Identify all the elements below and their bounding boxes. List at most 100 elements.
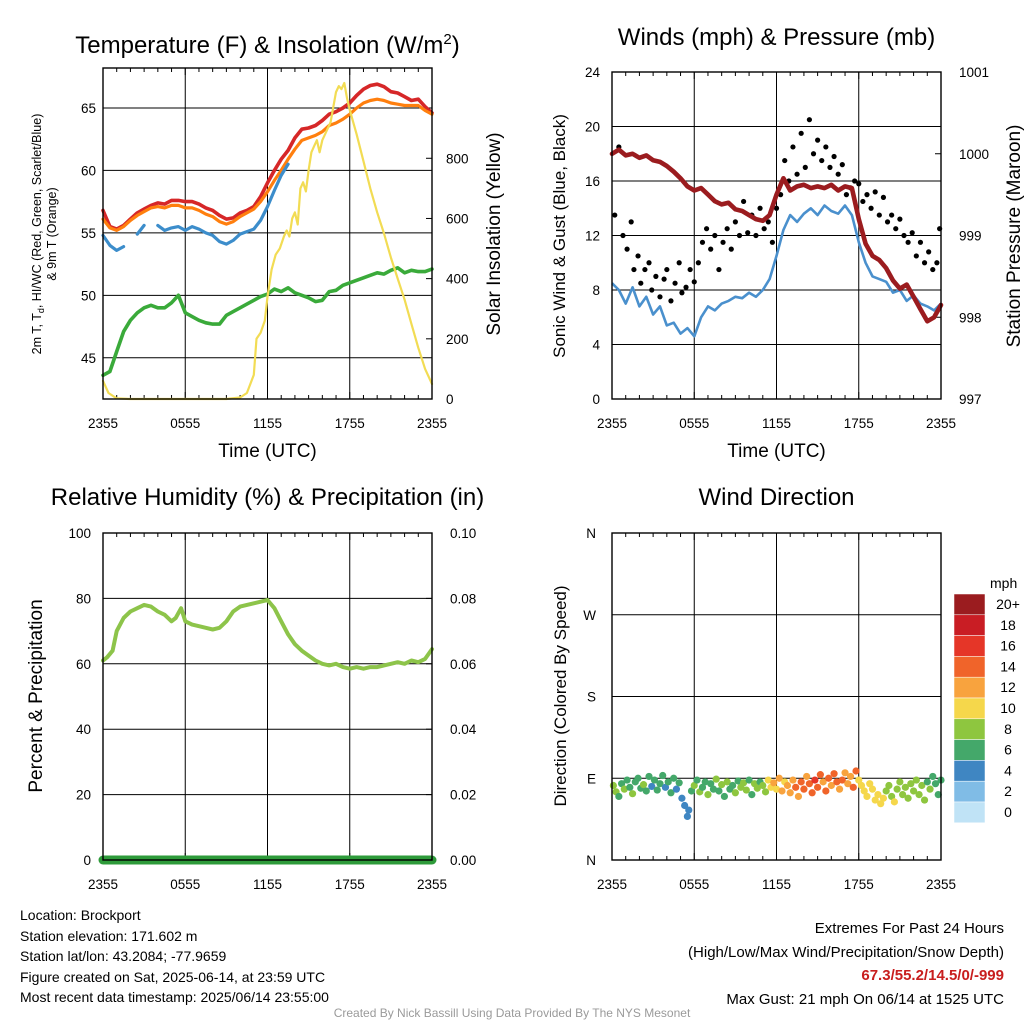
y2-tick-label: 999	[959, 229, 982, 244]
direction-point	[918, 781, 926, 790]
y2-tick-label: 998	[959, 310, 982, 325]
colorbar-swatch	[953, 656, 986, 678]
gust-point	[695, 260, 701, 266]
direction-point	[723, 778, 731, 786]
x-tick-label: 2355	[597, 416, 627, 431]
direction-point	[653, 786, 661, 794]
direction-point	[792, 783, 800, 791]
colorbar-label: 0	[1004, 804, 1012, 820]
direction-point	[645, 772, 653, 781]
direction-point	[814, 783, 822, 791]
winds-panel: 2355 0555 1155 1755 2355 0 4 8 12 16 20 24 997 998 999…	[550, 24, 1024, 462]
direction-point	[871, 796, 879, 804]
y-tick-label: 80	[76, 591, 91, 606]
direction-point	[775, 774, 783, 782]
direction-point	[822, 787, 830, 795]
gust-point	[835, 171, 841, 177]
direction-point	[860, 787, 868, 795]
direction-point	[620, 785, 628, 793]
direction-point	[707, 780, 715, 788]
direction-point	[830, 770, 838, 778]
direction-point	[783, 781, 792, 790]
y-tick-label: N	[586, 853, 596, 868]
direction-point	[685, 806, 693, 814]
y2-tick-label: 800	[446, 151, 469, 166]
y-tick-label: S	[587, 690, 596, 705]
gust-point	[893, 226, 899, 232]
humidity-panel: 2355 0555 1155 1755 2355 0 20 40 60 80 100 0.00 0.02…	[26, 484, 484, 892]
direction-point	[909, 787, 918, 795]
credit-line: Created By Nick Bassill Using Data Provi…	[333, 1006, 691, 1020]
latlon-line: Station lat/lon: 43.2084; -77.9659	[20, 948, 227, 964]
gust-point	[819, 157, 825, 164]
direction-point	[824, 774, 833, 782]
gust-point	[876, 212, 882, 218]
gust-point	[773, 205, 780, 211]
direction-point	[759, 781, 767, 790]
gust-point	[831, 153, 837, 160]
direction-point	[683, 812, 691, 821]
colorbar-label: 20+	[996, 596, 1020, 612]
temperature-series-line-2	[101, 162, 290, 252]
gust-point	[905, 239, 911, 245]
direction-point	[899, 791, 907, 799]
y2-tick-label: 0.06	[450, 657, 476, 672]
gust-point	[635, 253, 641, 259]
colorbar-swatch	[953, 739, 986, 761]
x-tick-label: 0555	[679, 416, 709, 431]
y-tick-label: 50	[81, 288, 96, 303]
plot-frame	[102, 67, 433, 400]
direction-point	[745, 776, 753, 784]
gust-point	[642, 266, 648, 273]
direction-point	[698, 783, 707, 791]
gust-point	[699, 239, 706, 245]
y-tick-label: E	[587, 771, 596, 786]
y-axis-label-line2: & 9m T (Orange)	[45, 187, 59, 280]
direction-point	[838, 776, 846, 784]
gust-point	[720, 239, 726, 245]
y-tick-label: 0	[592, 392, 600, 407]
gust-point	[868, 205, 874, 211]
colorbar-swatch	[953, 593, 986, 616]
y2-tick-label: 1000	[959, 147, 989, 162]
wind-speed-line	[611, 204, 942, 338]
colorbar: mph 20+ 18 16 14 12 10 8 6 4 2 0	[953, 575, 1020, 824]
direction-point	[797, 778, 805, 786]
extremes-title: Extremes For Past 24 Hours	[814, 920, 1004, 937]
direction-point	[761, 788, 770, 796]
gust-point	[897, 216, 903, 222]
direction-point	[648, 782, 656, 791]
direction-point	[882, 787, 890, 795]
gust-point	[884, 219, 891, 225]
gust-point	[790, 144, 796, 150]
x-tick-label: 1155	[762, 416, 791, 431]
gust-point	[757, 205, 763, 211]
gust-point	[856, 181, 862, 187]
direction-point	[650, 776, 659, 784]
direction-point	[805, 780, 814, 788]
gust-point	[802, 164, 808, 170]
direction-point	[687, 787, 696, 795]
direction-point	[634, 774, 642, 782]
gust-point	[913, 253, 919, 259]
direction-point	[690, 781, 698, 790]
direction-point	[734, 777, 742, 785]
x-tick-label: 1755	[335, 877, 365, 892]
y-axis-label: Sonic Wind & Gust (Blue, Black)	[550, 114, 569, 358]
x-axis-label: Time (UTC)	[727, 441, 826, 462]
x-axis-label: Time (UTC)	[218, 441, 317, 462]
gust-point	[661, 276, 667, 282]
y-tick-label: W	[583, 608, 596, 623]
y2-tick-label: 0.02	[450, 788, 476, 803]
direction-point	[852, 767, 860, 775]
temperature-series-line-1	[101, 97, 434, 232]
gust-point	[724, 226, 730, 232]
direction-point	[628, 790, 637, 798]
direction-point	[811, 776, 819, 784]
direction-point	[778, 787, 786, 795]
y2-tick-label: 400	[446, 272, 469, 287]
y-tick-label: 55	[81, 226, 96, 241]
direction-point	[934, 791, 942, 799]
